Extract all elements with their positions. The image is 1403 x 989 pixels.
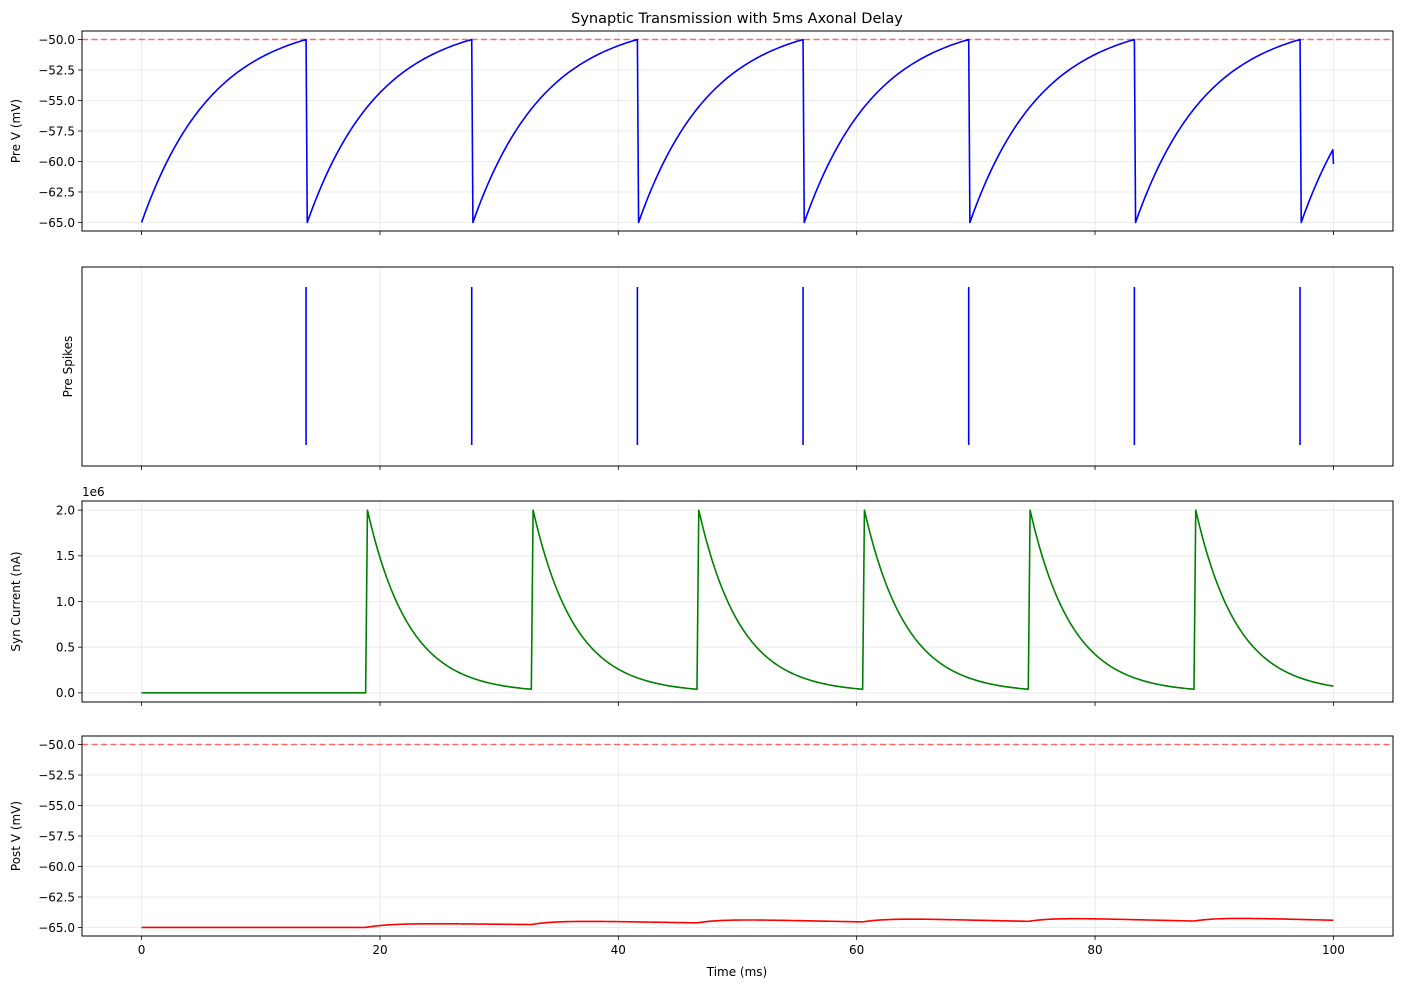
- y-tick-label: −57.5: [38, 829, 75, 843]
- y-axis-label: Pre Spikes: [61, 336, 75, 398]
- y-axis-label: Post V (mV): [9, 801, 23, 871]
- x-tick-label: 20: [372, 943, 387, 957]
- panel-syn-current: 0.0 0.5 1.0 1.5 2.0 1e6 Syn Current (nA): [9, 485, 1394, 706]
- y-axis-label: Pre V (mV): [9, 99, 23, 163]
- x-tick-label: 100: [1322, 943, 1345, 957]
- x-axis-label: Time (ms): [706, 965, 768, 979]
- panel-pre-spikes: Pre Spikes: [61, 266, 1394, 470]
- axes-frame: [81, 266, 1394, 467]
- x-tick-label: 80: [1087, 943, 1102, 957]
- y-tick-label: −52.5: [38, 63, 75, 77]
- y-tick-label: −52.5: [38, 768, 75, 782]
- panels: −65.0 −62.5 −60.0 −57.5 −55.0 −52.5 −50.0 Pre V…: [9, 30, 1394, 957]
- y-tick-label: 0.0: [56, 686, 75, 700]
- y-tick-label: −50.0: [38, 738, 75, 752]
- y-tick-label: −62.5: [38, 890, 75, 904]
- y-tick-label: −50.0: [38, 33, 75, 47]
- panel-pre-v: −65.0 −62.5 −60.0 −57.5 −55.0 −52.5 −50.0 Pre V…: [9, 30, 1394, 235]
- y-tick-label: 0.5: [56, 640, 75, 654]
- y-tick-label: −55.0: [38, 799, 75, 813]
- y-tick-label: −55.0: [38, 94, 75, 108]
- series-line-syn-current: [141, 509, 1334, 694]
- y-tick-label: −65.0: [38, 921, 75, 935]
- y-tick-label: −57.5: [38, 124, 75, 138]
- y-tick-label: −60.0: [38, 860, 75, 874]
- y-tick-label: 2.0: [56, 503, 75, 517]
- y-tick-label: −62.5: [38, 185, 75, 199]
- x-tick-label: 60: [849, 943, 864, 957]
- y-tick-label: 1.0: [56, 595, 75, 609]
- chart-title: Synaptic Transmission with 5ms Axonal De…: [571, 11, 903, 27]
- y-tick-label: −65.0: [38, 216, 75, 230]
- x-tick-label: 40: [611, 943, 626, 957]
- y-offset-text: 1e6: [82, 485, 105, 499]
- series-line-post-v: [141, 917, 1334, 929]
- x-tick-label: 0: [138, 943, 146, 957]
- panel-post-v: 0 20 40 60 80 100 −65.0 −62.5 −60.0 −57.5 −55.0 −52…: [9, 735, 1394, 957]
- y-axis-label: Syn Current (nA): [9, 551, 23, 651]
- series-line-pre-v: [140, 38, 1335, 224]
- y-tick-label: 1.5: [56, 549, 75, 563]
- y-tick-label: −60.0: [38, 155, 75, 169]
